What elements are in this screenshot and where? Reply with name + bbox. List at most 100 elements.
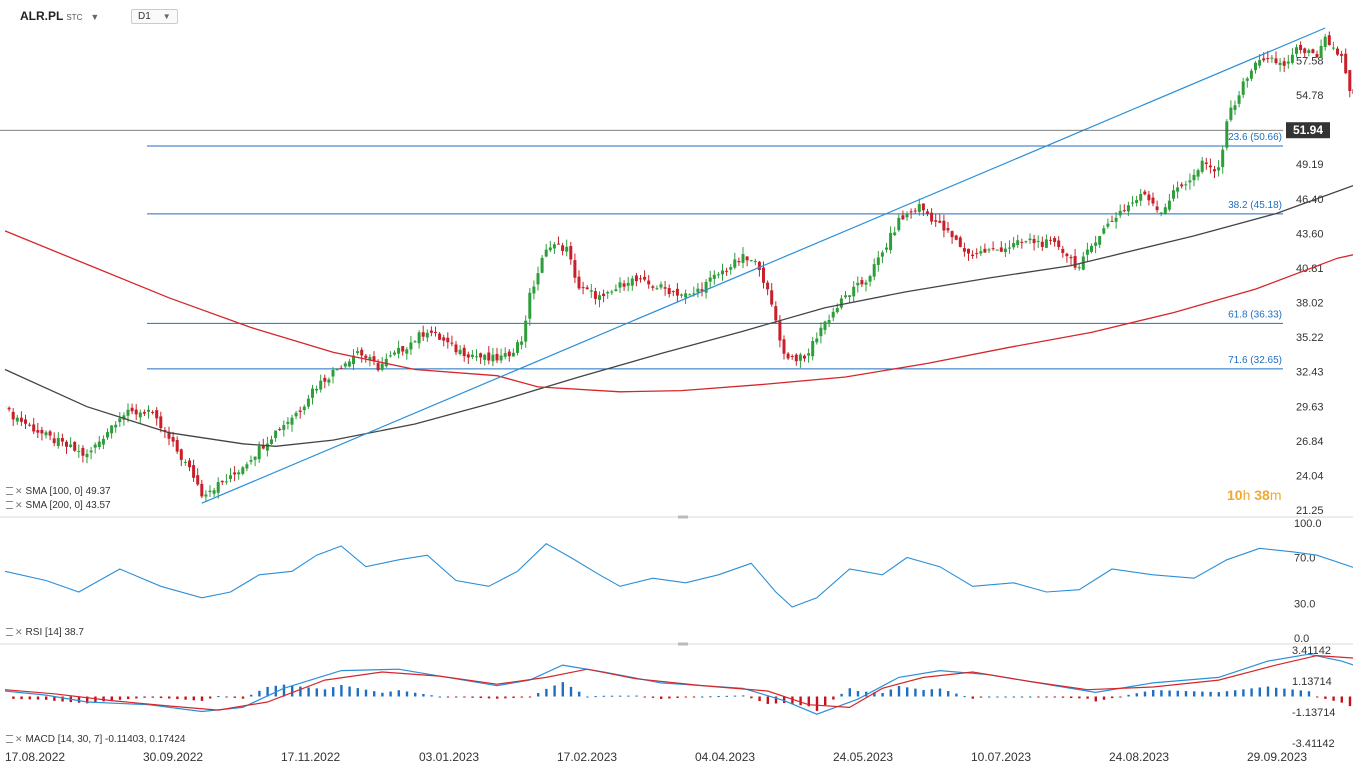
candle: [958, 237, 962, 247]
candle: [270, 439, 273, 444]
candle: [762, 267, 765, 283]
candle: [372, 356, 376, 362]
candle: [81, 447, 85, 456]
candle: [44, 432, 48, 436]
macd-histogram-bar: [1184, 691, 1188, 697]
candle: [48, 431, 52, 436]
macd-histogram-bar: [446, 696, 450, 698]
macd-histogram-bar: [897, 686, 901, 697]
candle: [880, 252, 884, 257]
macd-histogram-bar: [947, 691, 950, 697]
candle: [458, 349, 462, 355]
x-tick-label: 24.05.2023: [833, 750, 893, 764]
x-tick-label: 29.09.2023: [1247, 750, 1307, 764]
candle: [97, 441, 101, 448]
candle: [446, 337, 450, 343]
candle: [995, 249, 999, 251]
macd-histogram-bar: [1299, 690, 1302, 697]
candle: [204, 494, 208, 497]
candle: [954, 235, 958, 240]
candle: [593, 291, 597, 299]
macd-histogram-bar: [824, 696, 827, 706]
fib-level-label: 71.6 (32.65): [1228, 355, 1282, 366]
candle: [183, 461, 187, 463]
candle: [1303, 48, 1307, 54]
candle: [1053, 237, 1057, 242]
settings-icon[interactable]: [6, 487, 13, 496]
close-icon[interactable]: ✕: [15, 734, 23, 744]
candle: [376, 363, 380, 371]
candle: [684, 293, 688, 298]
macd-histogram-bar: [627, 695, 630, 697]
candle: [520, 341, 524, 345]
macd-histogram-bar: [299, 686, 302, 697]
legend-rsi-text: RSI [14] 38.7: [25, 627, 84, 638]
candle: [134, 409, 138, 415]
candle: [1069, 256, 1073, 259]
candle: [782, 339, 786, 354]
candle: [1098, 235, 1102, 245]
settings-icon[interactable]: [6, 735, 13, 744]
macd-histogram-bar: [94, 696, 97, 703]
candle: [15, 417, 19, 422]
legend-sma200[interactable]: ✕ SMA [200, 0] 43.57: [6, 500, 111, 511]
pane-resize-handle[interactable]: [678, 642, 688, 646]
candle: [950, 231, 954, 238]
candle: [1245, 78, 1249, 81]
pane-resize-handle[interactable]: [678, 515, 688, 519]
candle: [454, 344, 458, 353]
macd-histogram-bar: [619, 695, 622, 697]
macd-histogram-bar: [635, 695, 638, 697]
candle: [208, 490, 212, 493]
macd-histogram-bar: [463, 696, 466, 698]
candle: [1003, 248, 1007, 253]
close-icon[interactable]: ✕: [15, 627, 23, 637]
macd-histogram-bar: [594, 696, 597, 698]
macd-histogram-bar: [504, 696, 507, 699]
macd-histogram-bar: [61, 696, 64, 702]
candle: [36, 430, 40, 433]
candle: [536, 273, 540, 285]
macd-histogram-bar: [168, 696, 171, 699]
candle: [757, 261, 761, 270]
legend-rsi[interactable]: ✕ RSI [14] 38.7: [6, 627, 84, 638]
candle: [343, 363, 347, 367]
candle: [589, 290, 593, 292]
candle: [1274, 58, 1278, 64]
settings-icon[interactable]: [6, 501, 13, 510]
legend-sma100[interactable]: ✕ SMA [100, 0] 49.37: [6, 486, 111, 497]
candle: [663, 287, 667, 289]
macd-histogram-bar: [422, 694, 425, 697]
macd-histogram-bar: [364, 689, 368, 697]
macd-histogram-bar: [840, 693, 843, 697]
candle: [778, 321, 782, 341]
candle: [971, 254, 975, 257]
close-icon[interactable]: ✕: [15, 500, 23, 510]
settings-icon[interactable]: [6, 628, 13, 637]
candle: [401, 346, 405, 352]
candle: [306, 398, 310, 407]
legend-macd[interactable]: ✕ MACD [14, 30, 7] -0.11403, 0.17424: [6, 734, 185, 745]
macd-histogram-bar: [692, 696, 696, 698]
candle: [159, 416, 163, 429]
candle: [421, 332, 425, 337]
candle: [483, 354, 487, 360]
timeframe-selector[interactable]: D1 ▼: [131, 9, 178, 24]
candle: [1061, 248, 1065, 253]
close-icon[interactable]: ✕: [15, 486, 23, 496]
candle: [89, 450, 93, 453]
macd-histogram-bar: [389, 691, 392, 697]
candle: [548, 247, 552, 251]
candle: [614, 289, 618, 292]
macd-histogram-bar: [487, 696, 491, 699]
symbol-selector[interactable]: ALR.PL STC ▼: [20, 9, 99, 23]
macd-histogram-bar: [266, 686, 269, 697]
candle: [380, 363, 384, 370]
candle: [69, 444, 73, 447]
candle: [1159, 212, 1163, 214]
candle: [942, 220, 946, 231]
candle: [151, 411, 155, 413]
candle: [610, 291, 614, 293]
candle: [167, 431, 171, 439]
